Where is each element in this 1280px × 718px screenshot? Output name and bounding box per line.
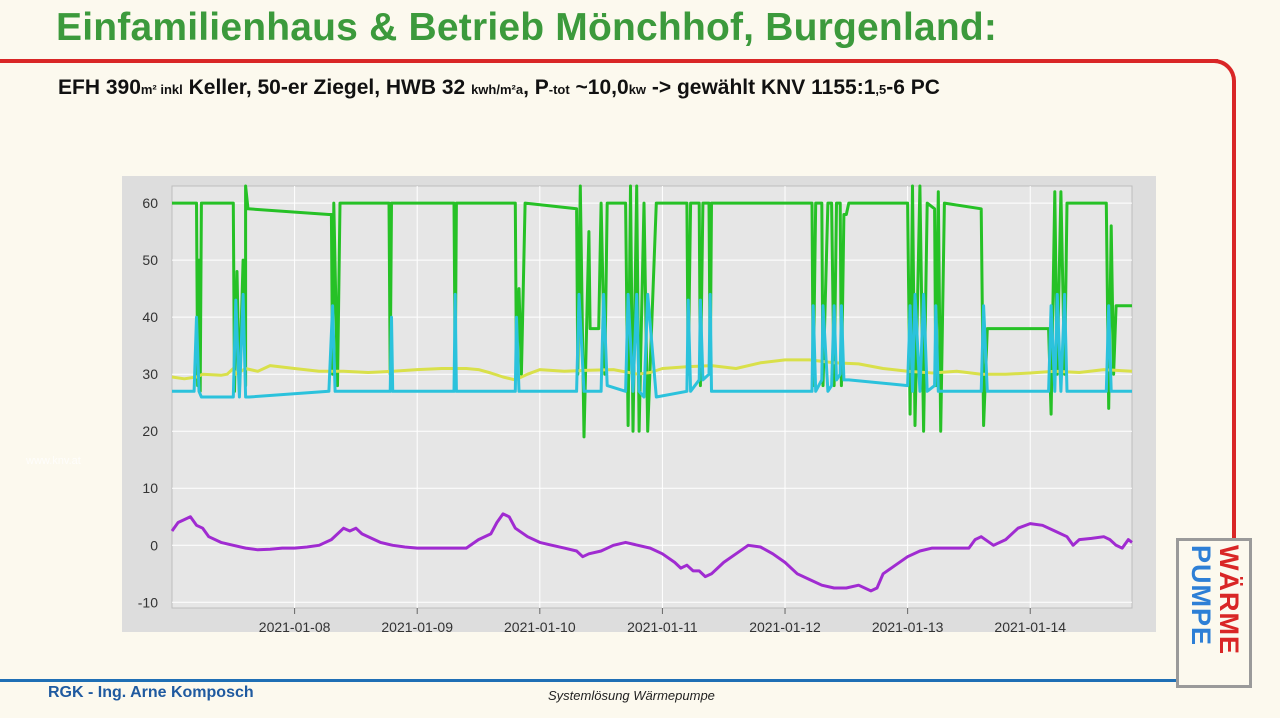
y-tick-label: 0 [150,537,158,553]
red-frame-corner [1200,59,1236,99]
x-tick-label: 2021-01-14 [994,619,1066,632]
y-tick-label: 30 [142,366,158,382]
series-line-2 [171,358,1133,382]
y-tick-label: -10 [138,594,158,610]
series-line-1 [172,184,1132,439]
subtitle-part: -> gewählt KNV 1155:1 [646,76,876,99]
series-line-3 [172,292,1132,399]
red-frame-top [0,59,1218,63]
footer-author: RGK - Ing. Arne Komposch [48,684,254,701]
logo-word-pumpe: PUMPE [1186,545,1216,647]
y-tick-label: 60 [142,195,158,211]
x-tick-label: 2021-01-12 [749,619,821,632]
subtitle-part: kwh/m²a [471,82,524,97]
subtitle-part: kw [628,82,647,97]
watermark: www.knv.at [26,455,81,467]
chart-panel: 60 50 40 30 20 10 0 -10 2021-01-08 2021-01-09 2021… [122,176,1156,632]
x-tick-label: 2021-01-13 [872,619,944,632]
logo-word-waerme: WÄRME [1214,545,1244,655]
subtitle-part: -tot [548,82,570,97]
waermepumpe-logo: WÄRME PUMPE [1176,538,1252,688]
footer-caption: Systemlösung Wärmepumpe [548,688,715,703]
footer-divider [0,679,1180,682]
subtitle: EFH 390m² inkl Keller, 50-er Ziegel, HWB… [58,76,940,100]
page-title: Einfamilienhaus & Betrieb Mönchhof, Burg… [56,6,998,49]
y-tick-label: 20 [142,423,158,439]
subtitle-part: EFH 390 [58,76,141,99]
subtitle-part: , P [523,76,549,99]
subtitle-part: m² inkl [140,82,183,97]
y-tick-label: 10 [142,480,158,496]
line-chart: 60 50 40 30 20 10 0 -10 2021-01-08 2021-01-09 2021… [138,184,1133,632]
x-tick-label: 2021-01-10 [504,619,576,632]
subtitle-part: ,5 [875,82,887,97]
red-frame-right [1232,95,1236,540]
x-tick-label: 2021-01-08 [259,619,331,632]
y-tick-label: 50 [142,252,158,268]
x-tick-label: 2021-01-11 [627,619,698,632]
y-tick-label: 40 [142,309,158,325]
series-line-4 [170,512,1133,593]
subtitle-part: Keller, 50-er Ziegel, HWB 32 [182,76,472,99]
x-tick-label: 2021-01-09 [381,619,453,632]
subtitle-part: -6 PC [886,76,940,99]
subtitle-part: ~10,0 [569,76,629,99]
